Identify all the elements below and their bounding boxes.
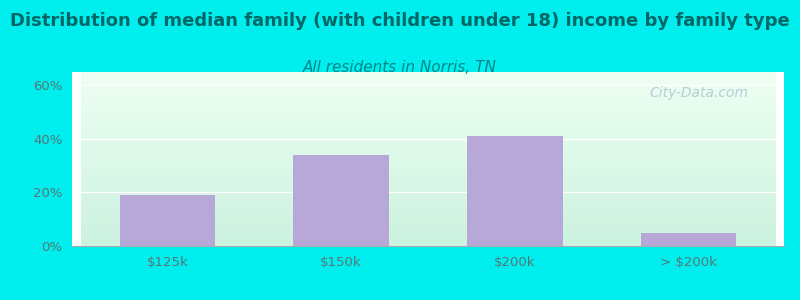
Text: Distribution of median family (with children under 18) income by family type: Distribution of median family (with chil… — [10, 12, 790, 30]
Bar — [294, 155, 389, 246]
Text: City-Data.com: City-Data.com — [649, 86, 748, 100]
Bar — [120, 195, 215, 246]
Text: All residents in Norris, TN: All residents in Norris, TN — [303, 60, 497, 75]
Bar — [467, 136, 562, 246]
Bar — [641, 232, 736, 246]
